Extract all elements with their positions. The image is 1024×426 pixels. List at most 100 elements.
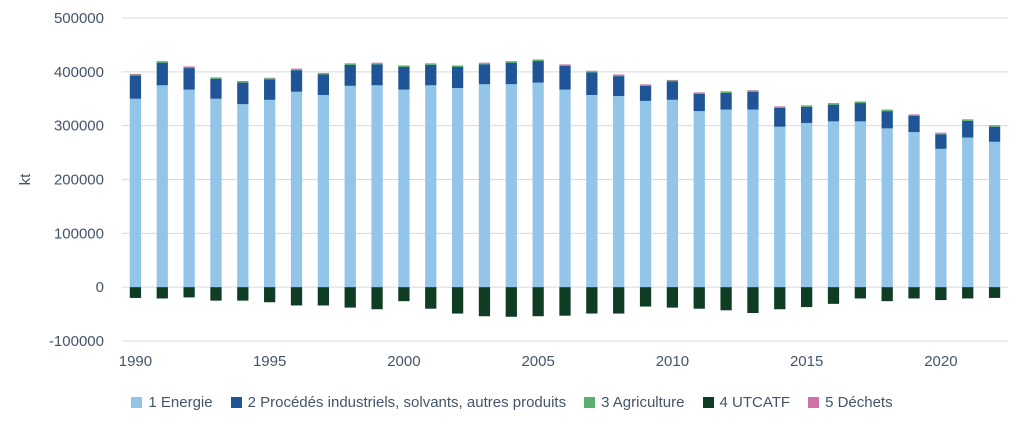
bar-segment-2020-s5 bbox=[935, 132, 947, 134]
bar-segment-2017-s4 bbox=[854, 287, 866, 299]
bar-segment-2009-s4 bbox=[639, 287, 652, 307]
bar-segment-1991-s1 bbox=[156, 85, 168, 288]
bar-segment-2021-s1 bbox=[962, 137, 974, 288]
y-tick-label: 100000 bbox=[54, 225, 104, 242]
bar-segment-2006-s5 bbox=[559, 64, 571, 65]
bar-segment-2008-s2 bbox=[613, 76, 625, 97]
bar-segment-2002-s2 bbox=[451, 66, 464, 88]
legend-item: 5 Déchets bbox=[808, 394, 893, 411]
legend-swatch bbox=[131, 397, 143, 408]
bar-segment-1994-s5 bbox=[237, 80, 249, 82]
bar-segment-2010-s1 bbox=[666, 99, 679, 288]
bar-segment-1992-s2 bbox=[183, 68, 195, 90]
bar-segment-2012-s3 bbox=[720, 91, 732, 93]
bar-segment-1999-s1 bbox=[371, 85, 383, 288]
bar-segment-2012-s1 bbox=[720, 109, 732, 288]
legend-label: 2 Procédés industriels, solvants, autres… bbox=[247, 394, 567, 411]
bar-segment-2019-s3 bbox=[908, 114, 920, 116]
bar-segment-1997-s3 bbox=[317, 73, 330, 75]
bar-segment-2004-s4 bbox=[505, 287, 517, 317]
bar-segment-2022-s3 bbox=[988, 125, 1001, 127]
bar-segment-1990-s4 bbox=[129, 287, 142, 298]
y-tick-label: 400000 bbox=[54, 64, 104, 81]
bar-segment-2008-s3 bbox=[613, 75, 625, 77]
legend-item: 2 Procédés industriels, solvants, autres… bbox=[230, 394, 567, 411]
bar-segment-1993-s4 bbox=[210, 287, 222, 301]
x-tick-labels: 1990 1995 2000 2005 2010 2015 2020 bbox=[119, 353, 958, 370]
bar-segment-1999-s4 bbox=[371, 287, 383, 310]
bar-segment-2013-s2 bbox=[747, 91, 759, 110]
legend-swatch bbox=[584, 397, 596, 408]
y-tick-label: 200000 bbox=[54, 172, 104, 189]
bar-segment-2011-s1 bbox=[693, 111, 705, 288]
bar-segment-2003-s1 bbox=[478, 84, 491, 288]
bar-segment-2014-s1 bbox=[774, 126, 786, 288]
bar-segment-1994-s3 bbox=[237, 81, 249, 83]
bar-segment-2010-s4 bbox=[666, 287, 679, 308]
bar-segment-1993-s3 bbox=[210, 77, 222, 79]
bar-segment-1994-s1 bbox=[237, 104, 249, 288]
bar-segment-2007-s4 bbox=[586, 287, 598, 314]
bar-segment-2019-s4 bbox=[908, 287, 920, 299]
bar-segment-1990-s2 bbox=[129, 75, 142, 99]
bar-segment-2013-s1 bbox=[747, 109, 759, 288]
bar-segment-2015-s3 bbox=[800, 105, 813, 107]
bar-segment-2017-s1 bbox=[854, 121, 866, 288]
bar-segment-1993-s1 bbox=[210, 98, 222, 288]
bar-segment-1995-s5 bbox=[264, 77, 276, 79]
x-tick-label: 2020 bbox=[924, 353, 957, 370]
bar-segment-2014-s3 bbox=[774, 106, 786, 108]
bar-segment-2016-s1 bbox=[827, 121, 840, 288]
bar-segment-2021-s5 bbox=[962, 119, 974, 120]
bar-segment-1998-s2 bbox=[344, 64, 356, 86]
bar-segment-1990-s5 bbox=[129, 73, 142, 75]
bar-segment-2006-s1 bbox=[559, 89, 571, 288]
bar-segment-2013-s4 bbox=[747, 287, 759, 314]
bar-segment-2020-s1 bbox=[935, 148, 947, 288]
bar-segment-1990-s3 bbox=[129, 74, 142, 76]
legend-item: 4 UTCATF bbox=[702, 394, 790, 411]
bar-segment-2015-s4 bbox=[800, 287, 813, 308]
bar-segment-2005-s1 bbox=[532, 82, 544, 288]
bar-segment-2012-s2 bbox=[720, 92, 732, 110]
legend-swatch bbox=[808, 397, 820, 408]
bar-segment-1998-s4 bbox=[344, 287, 356, 308]
legend-label: 5 Déchets bbox=[825, 394, 893, 411]
x-tick-label: 2015 bbox=[790, 353, 823, 370]
bar-segment-2006-s4 bbox=[559, 287, 571, 316]
bar-segment-2000-s1 bbox=[398, 89, 410, 288]
bar-segment-2015-s2 bbox=[800, 106, 813, 123]
bar-segment-2001-s3 bbox=[425, 63, 437, 65]
bar-segment-1996-s2 bbox=[290, 70, 303, 92]
bar-segment-1991-s3 bbox=[156, 61, 168, 63]
legend-item: 3 Agriculture bbox=[584, 394, 685, 411]
bar-segment-2000-s2 bbox=[398, 66, 410, 90]
bar-segment-1991-s2 bbox=[156, 62, 168, 86]
bar-segment-2018-s4 bbox=[881, 287, 893, 302]
bar-segment-2002-s3 bbox=[451, 65, 464, 67]
bar-segment-2018-s2 bbox=[881, 111, 893, 129]
bar-segment-1991-s4 bbox=[156, 287, 168, 299]
legend-item: 1 Energie bbox=[131, 394, 213, 411]
bar-segment-1999-s3 bbox=[371, 63, 383, 65]
bar-segment-2022-s2 bbox=[988, 126, 1001, 142]
x-tick-label: 2005 bbox=[521, 353, 554, 370]
bar-segment-1998-s3 bbox=[344, 63, 356, 65]
bar-segment-2018-s5 bbox=[881, 109, 893, 111]
bar-segment-2009-s5 bbox=[639, 84, 652, 85]
legend-label: 1 Energie bbox=[148, 394, 213, 411]
bar-segment-1995-s1 bbox=[264, 99, 276, 288]
y-tick-label: 0 bbox=[96, 279, 104, 296]
bar-segment-2007-s3 bbox=[586, 71, 598, 73]
bar-segment-2011-s5 bbox=[693, 92, 705, 93]
bar-segment-2015-s5 bbox=[800, 105, 813, 106]
bar-segment-2001-s5 bbox=[425, 63, 437, 64]
bars bbox=[129, 59, 1001, 317]
bar-segment-2019-s1 bbox=[908, 132, 920, 288]
bar-segment-2002-s5 bbox=[451, 65, 464, 66]
bar-segment-2004-s3 bbox=[505, 61, 517, 63]
bar-segment-2013-s3 bbox=[747, 90, 759, 92]
bar-segment-2000-s4 bbox=[398, 287, 410, 302]
bar-segment-2001-s1 bbox=[425, 85, 437, 288]
